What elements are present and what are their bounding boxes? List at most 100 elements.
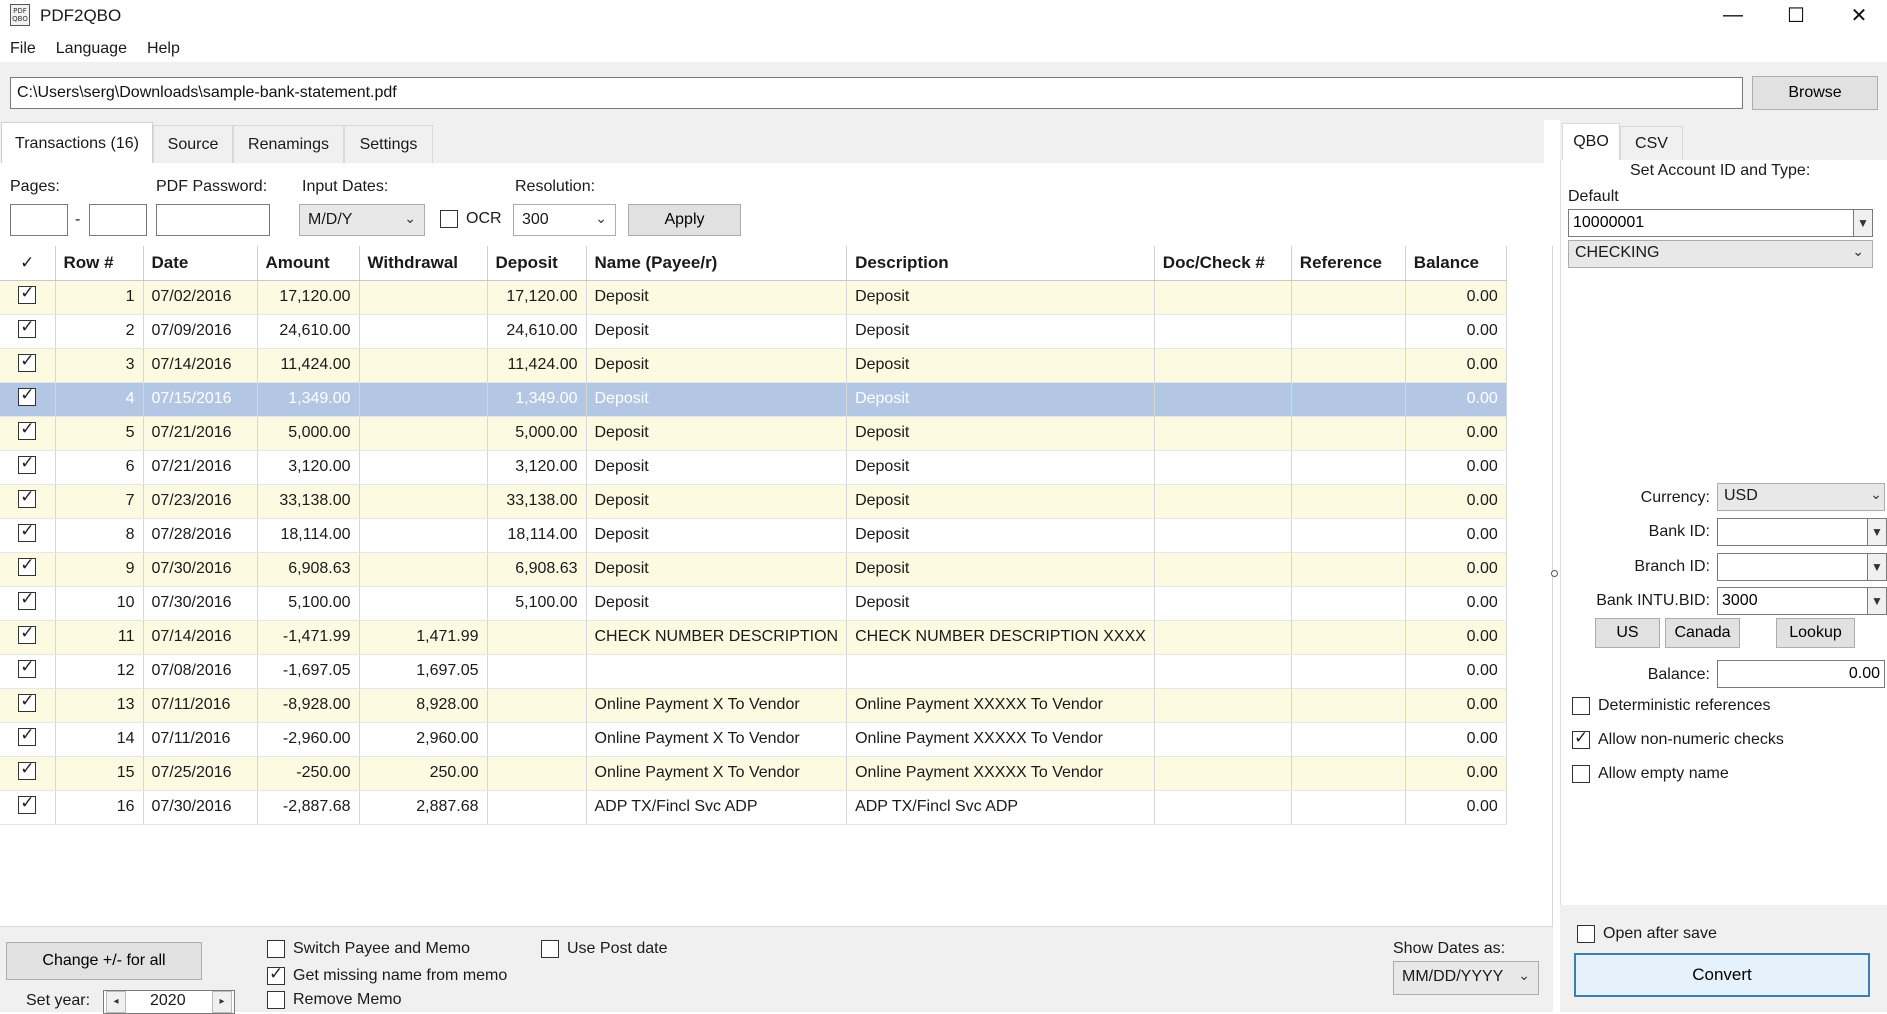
col-header-deposit[interactable]: Deposit — [487, 246, 587, 281]
option-deterministic-references[interactable]: Deterministic references — [1572, 697, 1771, 715]
cell-balance[interactable]: 0.00 — [1405, 688, 1507, 723]
cell-balance[interactable]: 0.00 — [1405, 586, 1507, 621]
row-checkbox[interactable] — [18, 283, 37, 304]
cell-date[interactable]: 07/09/2016 — [143, 314, 258, 349]
col-header-amount[interactable]: Amount — [257, 246, 360, 281]
bank-id-dropdown[interactable]: ▼ — [1867, 518, 1887, 546]
cell-deposit[interactable]: 3,120.00 — [487, 450, 587, 485]
cell-row-number[interactable]: 11 — [55, 620, 144, 655]
table-row[interactable]: 507/21/20165,000.005,000.00DepositDeposi… — [0, 416, 1507, 451]
cell-balance[interactable]: 0.00 — [1405, 314, 1507, 349]
cell-amount[interactable]: 3,120.00 — [257, 450, 360, 485]
row-checkbox[interactable] — [18, 691, 37, 712]
cell-row-number[interactable]: 13 — [55, 688, 144, 723]
cell-withdrawal[interactable]: 2,960.00 — [359, 722, 488, 757]
col-header-name[interactable]: Name (Payee/r) — [586, 246, 848, 281]
cell-description[interactable]: Online Payment XXXXX To Vendor — [846, 688, 1155, 723]
canada-button[interactable]: Canada — [1665, 618, 1740, 648]
cell-withdrawal[interactable] — [359, 348, 488, 383]
cell-date[interactable]: 07/30/2016 — [143, 586, 258, 621]
option-use-post-date[interactable]: Use Post date — [541, 940, 668, 958]
cell-description[interactable]: Online Payment XXXXX To Vendor — [846, 756, 1155, 791]
bank-id-input[interactable] — [1717, 518, 1869, 546]
cell-row-number[interactable]: 8 — [55, 518, 144, 553]
cell-description[interactable]: Deposit — [846, 280, 1155, 315]
apply-button[interactable]: Apply — [628, 204, 741, 236]
cell-doc-check[interactable] — [1154, 348, 1292, 383]
cell-deposit[interactable]: 5,100.00 — [487, 586, 587, 621]
row-checkbox[interactable] — [18, 385, 37, 406]
ocr-checkbox[interactable] — [440, 210, 458, 228]
cell-payee-name[interactable]: Deposit — [586, 280, 848, 315]
cell-date[interactable]: 07/30/2016 — [143, 552, 258, 587]
cell-row-number[interactable]: 3 — [55, 348, 144, 383]
tab-transactions[interactable]: Transactions (16) — [1, 122, 153, 164]
cell-withdrawal[interactable] — [359, 314, 488, 349]
table-row[interactable]: 207/09/201624,610.0024,610.00DepositDepo… — [0, 314, 1507, 349]
cell-withdrawal[interactable] — [359, 518, 488, 553]
cell-amount[interactable]: 18,114.00 — [257, 518, 360, 553]
allow-non-numeric-checks-checkbox[interactable] — [1572, 728, 1590, 749]
col-header-description[interactable]: Description — [846, 246, 1155, 281]
option-allow-empty-name[interactable]: Allow empty name — [1572, 765, 1729, 783]
cell-doc-check[interactable] — [1154, 450, 1292, 485]
cell-payee-name[interactable] — [586, 654, 848, 689]
cell-doc-check[interactable] — [1154, 620, 1292, 655]
resolution-select[interactable]: 300 ⌄ — [513, 204, 616, 236]
cell-withdrawal[interactable] — [359, 552, 488, 587]
cell-doc-check[interactable] — [1154, 314, 1292, 349]
close-button[interactable]: ✕ — [1850, 4, 1868, 27]
cell-description[interactable]: Deposit — [846, 348, 1155, 383]
col-header-doc-check[interactable]: Doc/Check # — [1154, 246, 1292, 281]
switch-payee-memo-checkbox[interactable] — [267, 940, 285, 958]
cell-payee-name[interactable]: Deposit — [586, 382, 848, 417]
cell-balance[interactable]: 0.00 — [1405, 450, 1507, 485]
cell-date[interactable]: 07/25/2016 — [143, 756, 258, 791]
get-missing-name-checkbox[interactable] — [267, 964, 285, 985]
cell-withdrawal[interactable]: 1,697.05 — [359, 654, 488, 689]
cell-reference[interactable] — [1291, 416, 1406, 451]
pdf-password-input[interactable] — [156, 204, 270, 236]
cell-amount[interactable]: -250.00 — [257, 756, 360, 791]
pages-from-input[interactable] — [10, 204, 68, 236]
cell-reference[interactable] — [1291, 552, 1406, 587]
table-row[interactable]: 907/30/20166,908.636,908.63DepositDeposi… — [0, 552, 1507, 587]
cell-reference[interactable] — [1291, 620, 1406, 655]
cell-date[interactable]: 07/11/2016 — [143, 688, 258, 723]
cell-payee-name[interactable]: CHECK NUMBER DESCRIPTION — [586, 620, 848, 655]
cell-amount[interactable]: -2,887.68 — [257, 790, 360, 825]
cell-description[interactable]: ADP TX/Fincl Svc ADP — [846, 790, 1155, 825]
cell-description[interactable]: Deposit — [846, 552, 1155, 587]
cell-deposit[interactable] — [487, 722, 587, 757]
cell-payee-name[interactable]: Deposit — [586, 416, 848, 451]
us-button[interactable]: US — [1595, 618, 1660, 648]
option-switch-payee-memo[interactable]: Switch Payee and Memo — [267, 940, 470, 958]
cell-balance[interactable]: 0.00 — [1405, 756, 1507, 791]
cell-balance[interactable]: 0.00 — [1405, 654, 1507, 689]
open-after-save-checkbox[interactable] — [1577, 925, 1595, 943]
menu-help[interactable]: Help — [146, 40, 180, 57]
cell-row-number[interactable]: 9 — [55, 552, 144, 587]
cell-amount[interactable]: 17,120.00 — [257, 280, 360, 315]
cell-balance[interactable]: 0.00 — [1405, 722, 1507, 757]
cell-description[interactable]: Deposit — [846, 416, 1155, 451]
branch-id-dropdown[interactable]: ▼ — [1867, 553, 1887, 581]
cell-deposit[interactable] — [487, 756, 587, 791]
cell-reference[interactable] — [1291, 654, 1406, 689]
cell-payee-name[interactable]: Deposit — [586, 484, 848, 519]
cell-reference[interactable] — [1291, 382, 1406, 417]
cell-amount[interactable]: 6,908.63 — [257, 552, 360, 587]
cell-row-number[interactable]: 10 — [55, 586, 144, 621]
account-id-dropdown[interactable]: ▼ — [1853, 209, 1873, 237]
cell-payee-name[interactable]: Online Payment X To Vendor — [586, 688, 848, 723]
menu-file[interactable]: File — [10, 40, 36, 57]
cell-doc-check[interactable] — [1154, 654, 1292, 689]
cell-description[interactable]: Deposit — [846, 314, 1155, 349]
cell-reference[interactable] — [1291, 348, 1406, 383]
table-row[interactable]: 607/21/20163,120.003,120.00DepositDeposi… — [0, 450, 1507, 485]
pdf-path-input[interactable] — [10, 77, 1743, 109]
